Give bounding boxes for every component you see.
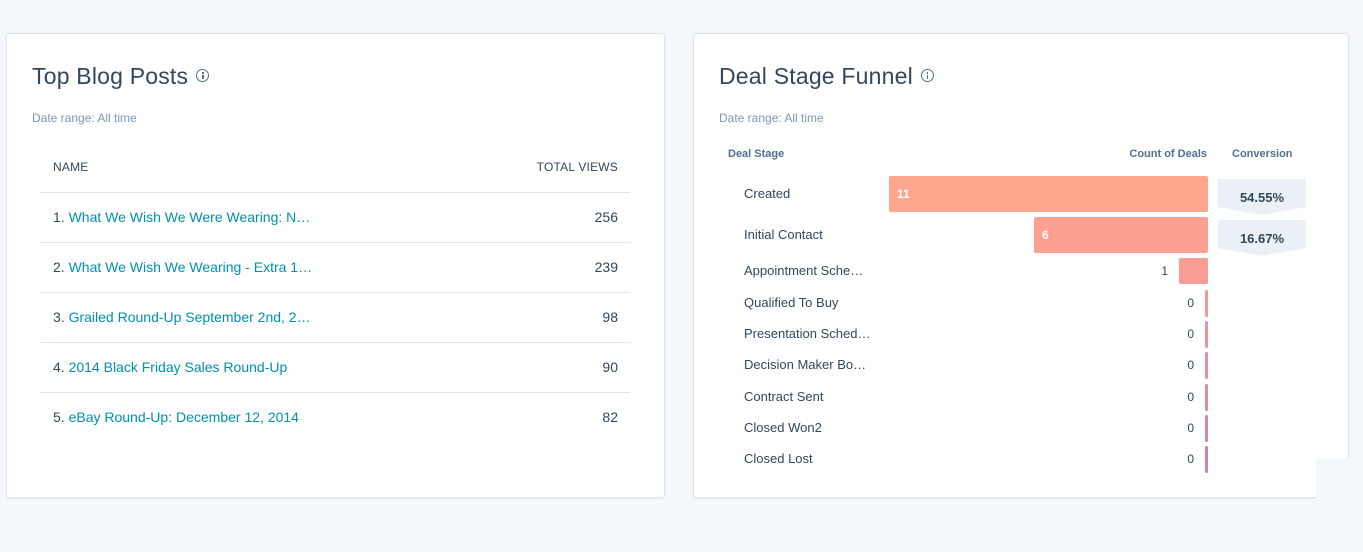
bar-value-label: 0 [1187, 296, 1194, 310]
row-number: 5. [53, 409, 65, 425]
conversion-value: 54.55% [1239, 190, 1285, 205]
funnel-bar[interactable] [1205, 445, 1208, 473]
column-header-total-views[interactable]: TOTAL VIEWS [536, 160, 618, 174]
post-name-cell: 4. 2014 Black Friday Sales Round-Up [53, 359, 287, 375]
stage-label: Appointment Sche… [744, 263, 864, 278]
funnel-card-title-text: Deal Stage Funnel [719, 63, 913, 89]
table-divider [41, 192, 630, 193]
funnel-bar[interactable] [1205, 414, 1208, 442]
blog-card-title: Top Blog Posts [32, 63, 210, 90]
row-number: 1. [53, 209, 65, 225]
bar-value-label: 0 [1187, 421, 1194, 435]
funnel-bar[interactable] [1205, 383, 1208, 411]
post-name-cell: 3. Grailed Round-Up September 2nd, 2… [53, 309, 311, 325]
funnel-card-title: Deal Stage Funnel [719, 63, 934, 90]
bar-value-label: 6 [1042, 228, 1049, 242]
bar-value-label: 0 [1187, 452, 1194, 466]
funnel-bar[interactable] [1034, 217, 1208, 253]
post-name-cell: 1. What We Wish We Were Wearing: N… [53, 209, 310, 225]
column-header-count-of-deals: Count of Deals [1129, 148, 1207, 160]
post-views-cell: 98 [602, 309, 618, 325]
post-title-link[interactable]: What We Wish We Wearing - Extra 1… [68, 259, 313, 275]
table-row: 2. What We Wish We Wearing - Extra 1… 239 [41, 242, 630, 292]
info-icon[interactable] [196, 69, 210, 83]
table-row: 5. eBay Round-Up: December 12, 2014 82 [41, 392, 630, 442]
table-row: 1. What We Wish We Were Wearing: N… 256 [41, 192, 630, 242]
post-name-cell: 5. eBay Round-Up: December 12, 2014 [53, 409, 299, 425]
blog-date-range: Date range: All time [32, 111, 137, 125]
table-row: 4. 2014 Black Friday Sales Round-Up 90 [41, 342, 630, 392]
stage-label: Created [744, 186, 791, 201]
deal-stage-funnel-card: Deal Stage Funnel Date range: All time D… [693, 33, 1349, 498]
funnel-bar[interactable] [1205, 351, 1208, 379]
table-divider [41, 292, 630, 293]
stage-label: Contract Sent [744, 389, 824, 404]
funnel-bar[interactable] [1205, 289, 1208, 317]
bar-value-label: 0 [1187, 390, 1194, 404]
bar-value-label: 1 [1161, 264, 1168, 278]
stage-label: Closed Lost [744, 451, 813, 466]
row-number: 2. [53, 259, 65, 275]
stage-label: Presentation Sched… [744, 326, 871, 341]
funnel-bar[interactable] [1179, 258, 1208, 284]
funnel-bar[interactable] [889, 176, 1208, 212]
post-views-cell: 82 [602, 409, 618, 425]
post-title-link[interactable]: Grailed Round-Up September 2nd, 2… [68, 309, 311, 325]
post-title-link[interactable]: eBay Round-Up: December 12, 2014 [68, 409, 299, 425]
conversion-value: 16.67% [1239, 231, 1285, 246]
post-views-cell: 239 [594, 259, 618, 275]
table-divider [41, 242, 630, 243]
row-number: 3. [53, 309, 65, 325]
table-row: 3. Grailed Round-Up September 2nd, 2… 98 [41, 292, 630, 342]
table-divider [41, 392, 630, 393]
funnel-bar[interactable] [1205, 320, 1208, 348]
post-title-link[interactable]: 2014 Black Friday Sales Round-Up [68, 359, 288, 375]
column-header-deal-stage: Deal Stage [728, 148, 785, 160]
bar-value-label: 11 [897, 187, 910, 201]
row-number: 4. [53, 359, 65, 375]
post-name-cell: 2. What We Wish We Wearing - Extra 1… [53, 259, 312, 275]
conversion-chip: 54.55% [1218, 179, 1306, 215]
post-views-cell: 256 [594, 209, 618, 225]
stage-label: Qualified To Buy [744, 295, 839, 310]
conversion-chip: 16.67% [1218, 220, 1306, 256]
table-divider [41, 342, 630, 343]
info-icon[interactable] [920, 69, 934, 83]
bar-value-label: 0 [1187, 358, 1194, 372]
bar-value-label: 0 [1187, 327, 1194, 341]
stage-label: Initial Contact [744, 227, 823, 242]
column-header-name[interactable]: NAME [53, 160, 89, 174]
stage-label: Decision Maker Bo… [744, 357, 867, 372]
top-blog-posts-card: Top Blog Posts Date range: All time NAME… [6, 33, 665, 498]
background-patch [1316, 458, 1363, 512]
funnel-date-range: Date range: All time [719, 111, 824, 125]
post-views-cell: 90 [602, 359, 618, 375]
column-header-conversion: Conversion [1232, 148, 1293, 160]
post-title-link[interactable]: What We Wish We Were Wearing: N… [68, 209, 311, 225]
blog-card-title-text: Top Blog Posts [32, 63, 189, 89]
stage-label: Closed Won2 [744, 420, 822, 435]
